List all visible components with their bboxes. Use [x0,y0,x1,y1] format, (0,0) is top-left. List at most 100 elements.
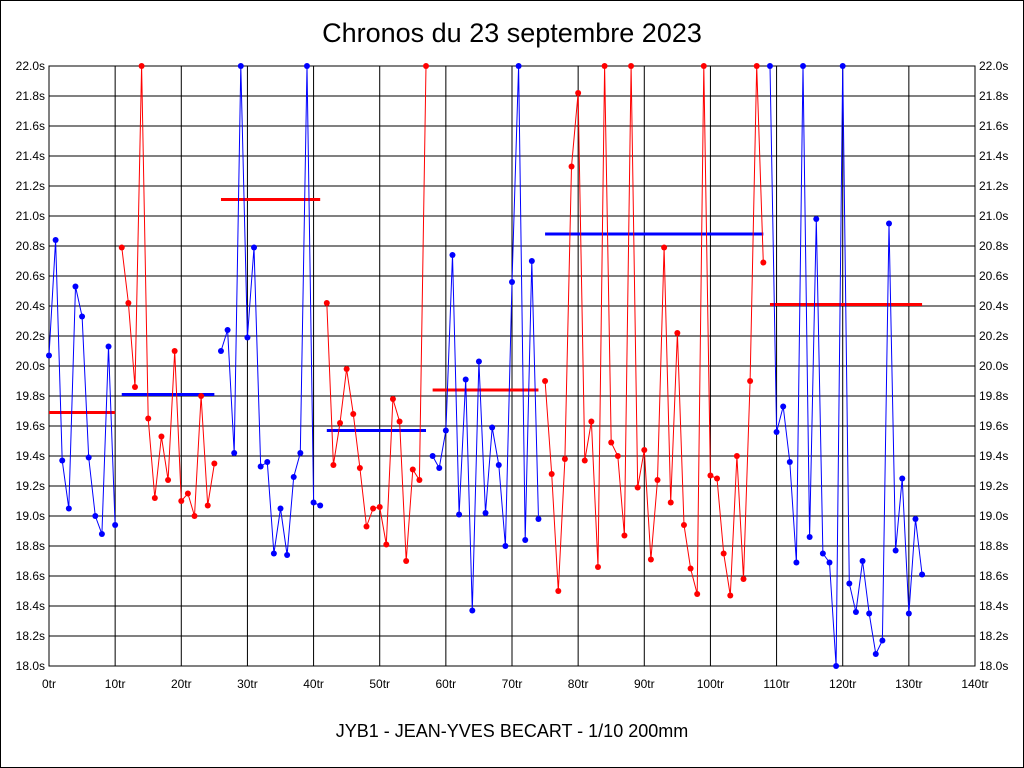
data-point [284,552,291,558]
data-point [65,505,72,512]
data-point [760,259,767,266]
data-point [191,513,198,519]
data-point [753,63,760,69]
y-tick-label-left: 18.4s [16,599,45,613]
data-point [720,550,727,557]
y-tick-label-left: 19.8s [16,389,45,403]
data-point [555,588,562,594]
y-tick-label-left: 19.6s [16,419,45,433]
data-point [793,559,800,566]
data-point [92,513,99,519]
data-point [330,462,337,468]
data-point [813,216,820,222]
data-point [297,450,304,456]
x-tick-label: 50tr [369,677,390,691]
data-point [370,505,377,512]
data-point [594,564,601,570]
data-point [852,609,859,615]
series-line [769,65,923,667]
data-point [747,378,754,384]
data-point [98,531,105,537]
data-point [899,475,906,482]
data-point [872,651,879,657]
data-point [270,550,277,557]
y-tick-label-right: 21.8s [979,89,1008,103]
data-point [766,63,773,69]
y-tick-label-left: 21.4s [16,149,45,163]
data-point [423,63,430,69]
y-tick-label-left: 20.0s [16,359,45,373]
data-point [409,466,416,473]
data-point [217,348,224,354]
y-tick-label-right: 19.2s [979,479,1008,493]
data-point [118,244,125,251]
data-point [561,456,568,462]
data-point [866,610,873,617]
x-tick-label: 140tr [961,677,988,691]
data-point [614,453,621,459]
data-point [85,454,92,461]
data-point [429,453,436,459]
data-point [350,411,357,417]
y-tick-label-right: 20.8s [979,239,1008,253]
data-point [879,637,886,644]
y-tick-label-left: 19.4s [16,449,45,463]
data-point [647,556,654,563]
data-point [522,537,529,543]
data-point [535,516,542,522]
data-point [621,532,628,539]
data-point [158,433,165,440]
data-point [819,550,826,557]
y-tick-label-left: 18.8s [16,539,45,553]
x-tick-label: 10tr [105,677,126,691]
y-tick-label-right: 20.6s [979,269,1008,283]
data-point [244,334,251,341]
data-point [905,610,912,617]
y-tick-label-right: 20.4s [979,299,1008,313]
data-point [224,327,231,333]
x-tick-label: 110tr [763,677,789,691]
data-point [568,163,575,170]
data-point [178,498,185,504]
y-tick-label-right: 18.0s [979,659,1008,673]
data-point [687,565,694,572]
data-point [145,415,152,422]
data-point [608,439,615,446]
data-point [165,477,172,483]
data-point [707,472,714,479]
x-tick-label: 60tr [436,677,457,691]
data-point [323,300,330,306]
data-point [667,499,674,506]
chart-footer: JYB1 - JEAN-YVES BECART - 1/10 200mm [335,721,689,741]
data-point [131,384,138,390]
y-tick-label-right: 18.8s [979,539,1008,553]
data-point [469,607,476,614]
y-tick-label-left: 20.8s [16,239,45,253]
y-tick-label-left: 21.0s [16,209,45,223]
y-tick-label-right: 20.2s [979,329,1008,343]
data-point [52,237,59,243]
data-point [482,510,489,516]
data-point [198,393,205,399]
data-point [800,63,807,69]
data-point [456,511,463,518]
data-point [839,63,846,69]
y-tick-label-right: 18.4s [979,599,1008,613]
y-tick-label-right: 18.6s [979,569,1008,583]
x-tick-label: 130tr [895,677,922,691]
data-point [628,63,635,69]
y-tick-label-right: 21.2s [979,179,1008,193]
data-point [277,505,284,512]
data-point [886,220,893,227]
data-point [773,429,780,435]
y-tick-label-left: 18.6s [16,569,45,583]
x-tick-label: 0tr [42,677,56,691]
data-point [780,403,787,410]
x-tick-label: 20tr [171,677,192,691]
data-point [337,420,344,426]
data-point [290,474,297,480]
data-point [310,499,317,506]
data-point [125,300,132,306]
y-tick-label-right: 19.4s [979,449,1008,463]
